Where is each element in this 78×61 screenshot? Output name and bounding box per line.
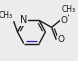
- Text: N: N: [20, 15, 27, 25]
- Text: CH₃: CH₃: [0, 11, 13, 20]
- Text: CH₃: CH₃: [62, 5, 76, 14]
- Text: O: O: [61, 16, 68, 25]
- Text: O: O: [57, 35, 64, 44]
